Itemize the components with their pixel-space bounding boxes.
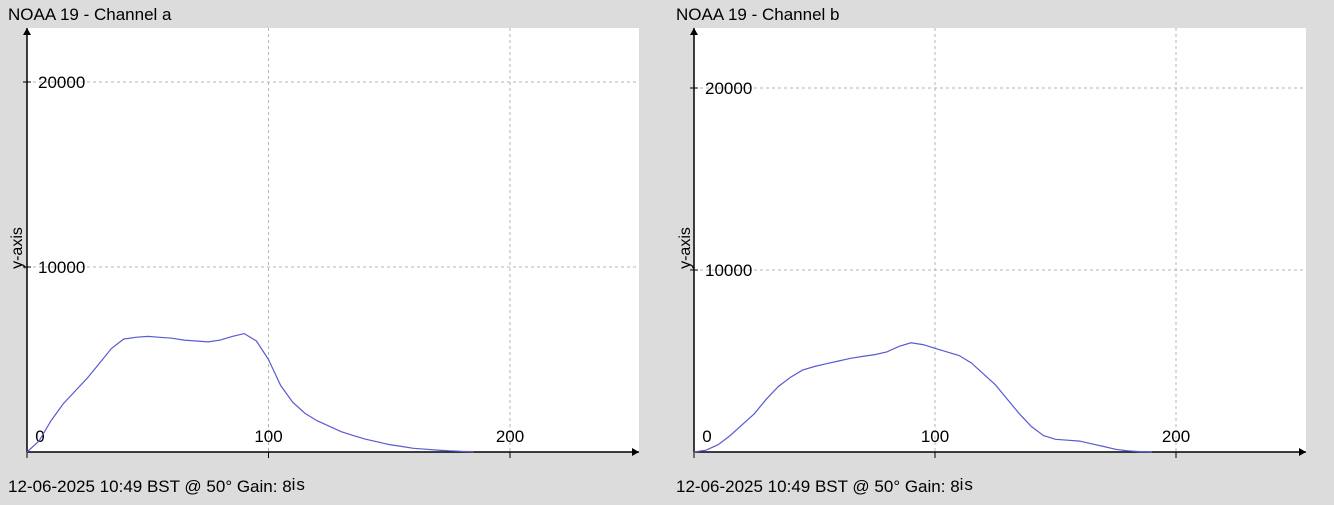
x-axis-arrow-icon (1299, 448, 1306, 456)
footer-main-text: 12-06-2025 10:49 BST @ 50° Gain: 8 (8, 477, 292, 496)
footer-suffix-text: is (960, 475, 974, 494)
chart-title: NOAA 19 - Channel a (8, 5, 172, 24)
x-axis-arrow-icon (632, 448, 639, 456)
series-line-1 (26, 332, 474, 453)
y-axis-label: y-axis (677, 227, 694, 269)
y-axis-label: y-axis (9, 227, 26, 269)
y-tick-label: 10000 (38, 258, 85, 277)
status-footer: 12-06-2025 10:49 BST @ 50° Gain: 8is (8, 475, 306, 496)
x-tick-label: 200 (496, 427, 524, 446)
x-tick-label: 100 (254, 427, 282, 446)
y-tick-label: 10000 (705, 261, 752, 280)
chart-title: NOAA 19 - Channel b (676, 5, 839, 24)
series-line-1 (693, 342, 1152, 453)
x-tick-label: 0 (35, 427, 44, 446)
status-footer: 12-06-2025 10:49 BST @ 50° Gain: 8is (676, 475, 974, 496)
y-tick-label: 20000 (38, 73, 85, 92)
footer-suffix-text: is (292, 475, 306, 494)
y-axis-arrow-icon (23, 28, 31, 35)
y-axis-arrow-icon (690, 28, 698, 35)
x-tick-label: 0 (702, 427, 711, 446)
x-tick-label: 200 (1162, 427, 1190, 446)
plot-area-1 (27, 28, 639, 452)
y-tick-label: 20000 (705, 79, 752, 98)
x-tick-label: 100 (921, 427, 949, 446)
plot-area-2 (694, 28, 1306, 452)
footer-main-text: 12-06-2025 10:49 BST @ 50° Gain: 8 (676, 477, 960, 496)
